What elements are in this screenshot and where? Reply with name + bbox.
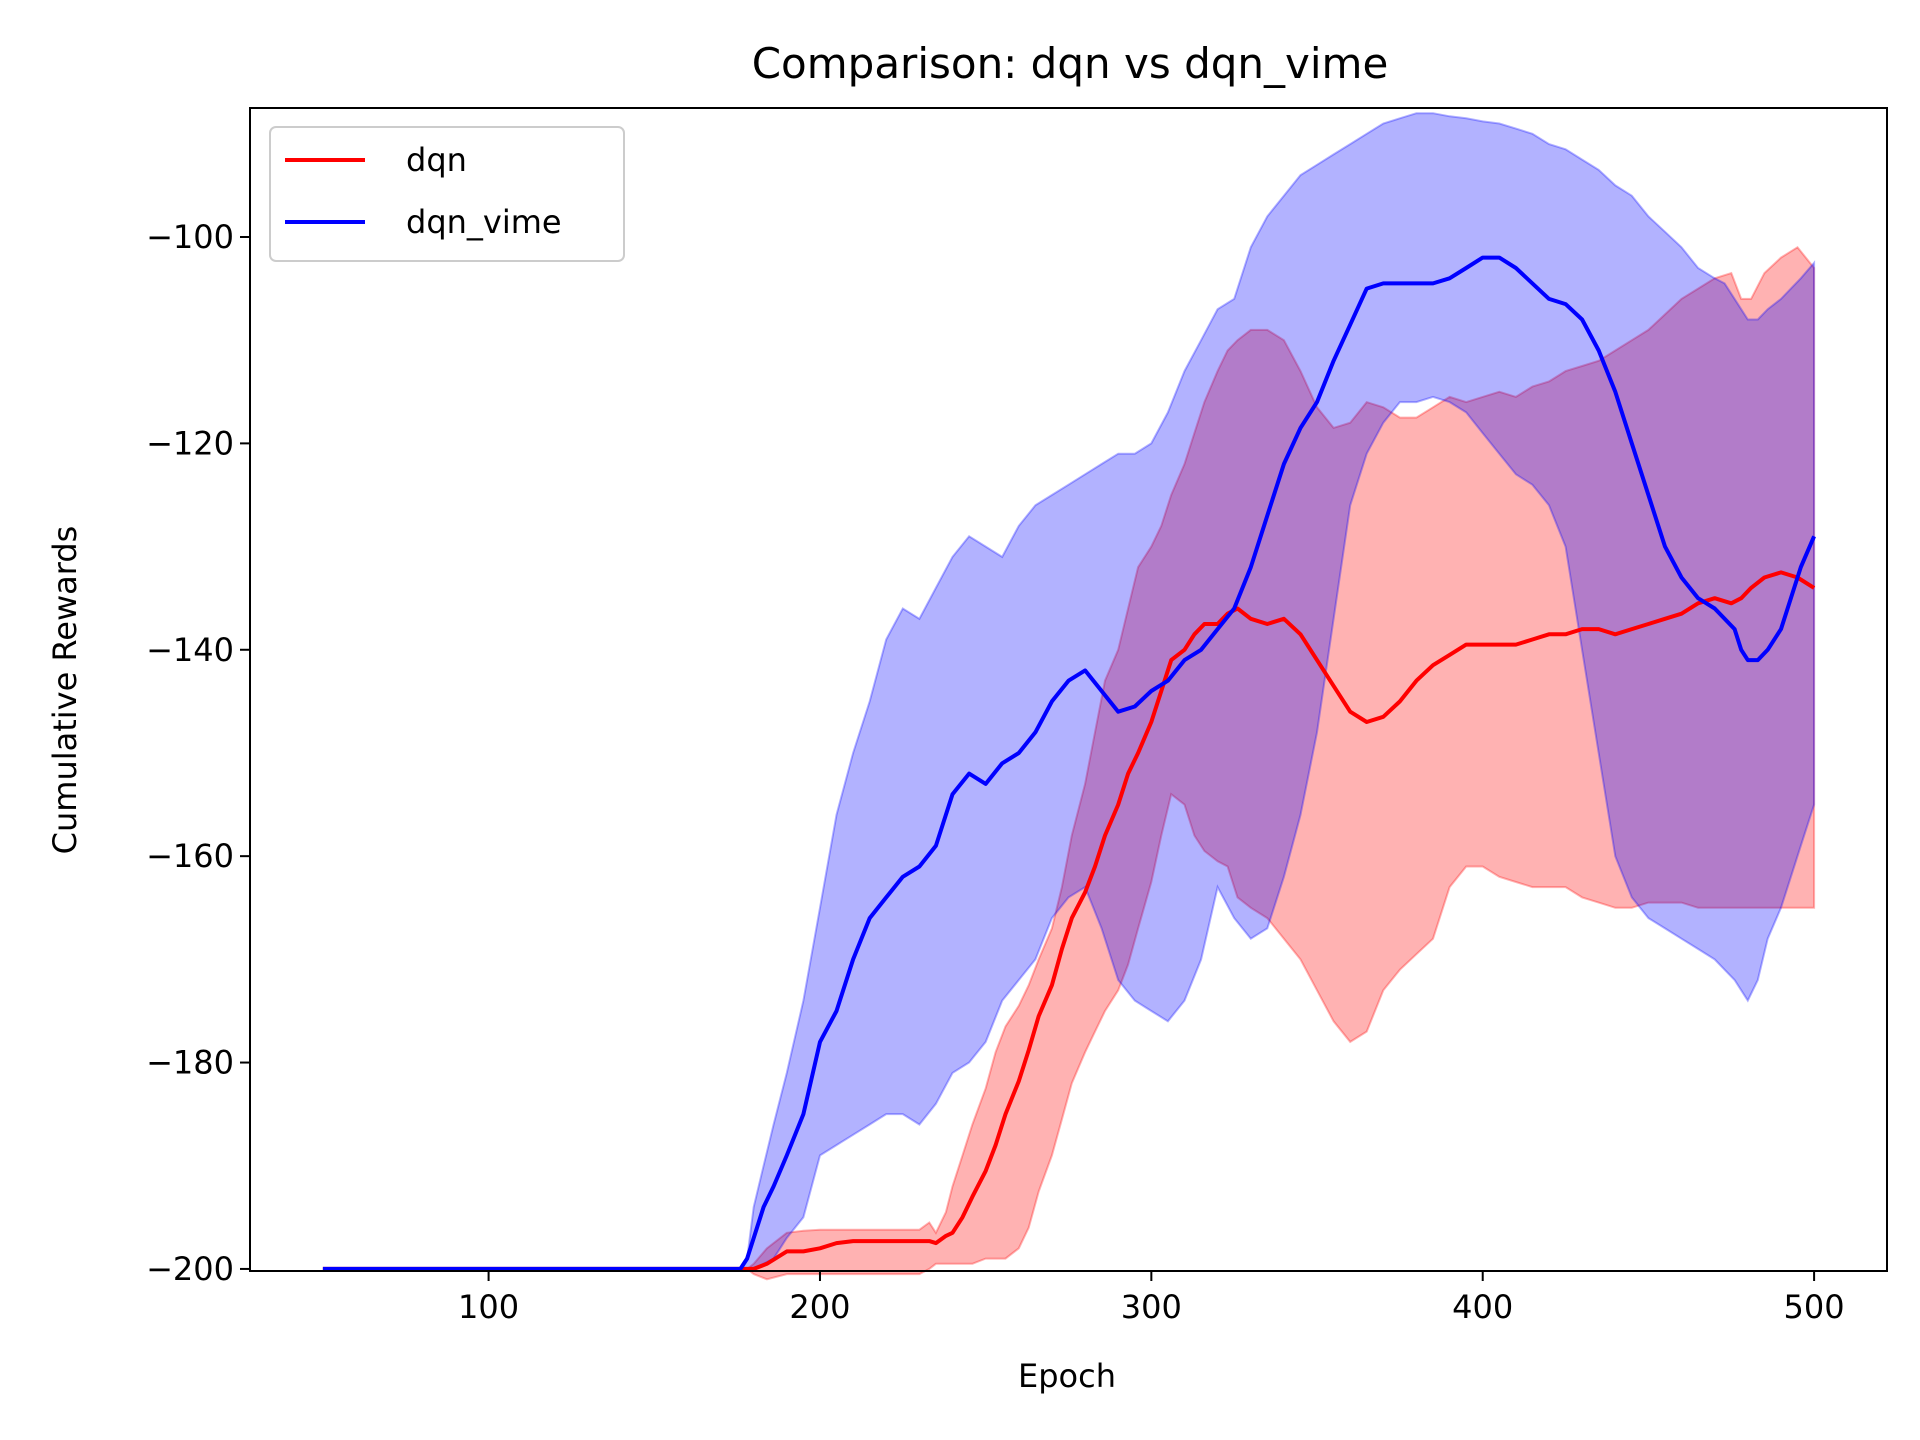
legend: dqn dqn_vime (269, 126, 625, 262)
y-tick-label: −140 (146, 631, 234, 669)
dqn-vime-line (322, 255, 1816, 1271)
y-tick-label: −100 (146, 218, 234, 256)
dqn-line (322, 570, 1816, 1271)
x-axis-label: Epoch (1018, 1357, 1116, 1395)
y-tick-label: −160 (146, 837, 234, 875)
x-tick-label: 500 (1784, 1288, 1845, 1326)
y-tick-label: −200 (146, 1250, 234, 1288)
y-tick-label: −120 (146, 424, 234, 462)
legend-label-dqn: dqn (406, 141, 467, 179)
legend-label-dqn-vime: dqn_vime (406, 203, 562, 241)
plot-area (322, 112, 1816, 1281)
chart-title: Comparison: dqn vs dqn_vime (752, 39, 1389, 88)
y-tick-label: −180 (146, 1044, 234, 1082)
plot-frame (249, 107, 1888, 1272)
y-axis-label: Cumulative Rewards (46, 526, 84, 855)
x-tick-label: 100 (458, 1288, 519, 1326)
axis-ticks: 100 200 300 400 500 −100 −120 −140 −160 −180 −200 (146, 218, 1845, 1326)
x-tick-label: 200 (789, 1288, 850, 1326)
x-tick-label: 300 (1121, 1288, 1182, 1326)
x-tick-label: 400 (1452, 1288, 1513, 1326)
dqn-vime-std-band (322, 112, 1816, 1270)
